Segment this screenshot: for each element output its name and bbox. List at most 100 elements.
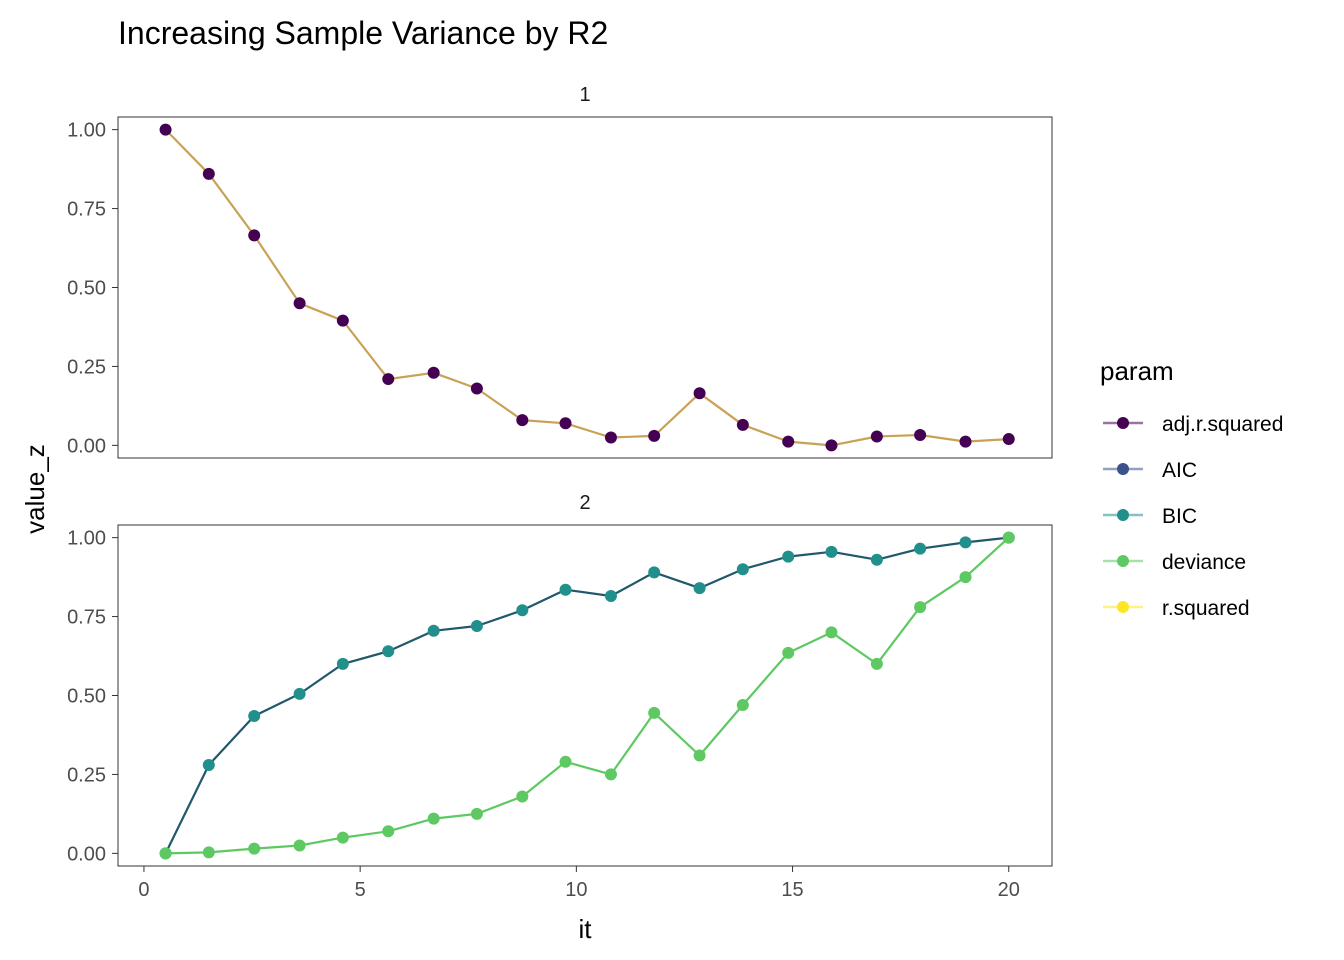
series-line <box>164 128 1009 447</box>
data-point <box>693 749 706 762</box>
data-point <box>293 297 306 310</box>
data-point <box>693 387 706 400</box>
legend-label: r.squared <box>1162 597 1250 620</box>
legend-item-deviance: deviance <box>1103 551 1246 574</box>
data-point <box>736 698 749 711</box>
data-point <box>382 645 395 658</box>
x-tick-label: 0 <box>138 879 149 901</box>
data-point <box>382 373 395 386</box>
data-point <box>559 583 572 596</box>
x-tick-label: 15 <box>781 879 803 901</box>
data-point <box>202 167 215 180</box>
data-point <box>336 831 349 844</box>
data-point <box>648 566 661 579</box>
chart-title: Increasing Sample Variance by R2 <box>118 15 608 51</box>
facet-panels: 1 0.00 0.25 0.50 0.75 1.00 2 0.00 0.25 0.50 0.75 1.… <box>67 84 1053 867</box>
data-point <box>516 790 529 803</box>
legend-item-AIC: AIC <box>1103 459 1197 482</box>
data-point <box>914 542 927 555</box>
data-point <box>870 553 883 566</box>
data-point <box>293 839 306 852</box>
y-tick-label: 1.00 <box>67 120 106 142</box>
series-line <box>164 536 1009 854</box>
legend-label: adj.r.squared <box>1162 413 1283 436</box>
y-axis-title: value_z <box>20 444 50 534</box>
data-point <box>470 620 483 633</box>
data-point <box>782 435 795 448</box>
x-tick-label: 10 <box>565 879 587 901</box>
x-axis-title: it <box>579 914 593 944</box>
data-point <box>914 601 927 614</box>
data-point <box>870 430 883 443</box>
data-point <box>248 229 261 242</box>
data-point <box>693 582 706 595</box>
strip-label: 2 <box>579 492 590 514</box>
legend-label: AIC <box>1162 459 1197 482</box>
data-point <box>516 604 529 617</box>
y-tick-label: 0.00 <box>67 435 106 457</box>
panel-2: 2 0.00 0.25 0.50 0.75 1.00 <box>67 492 1053 867</box>
legend-key-point <box>1117 601 1129 613</box>
legend: param adj.r.squared AIC BIC deviance r.squar… <box>1100 356 1283 620</box>
data-point <box>336 657 349 670</box>
data-point <box>559 417 572 430</box>
data-point <box>825 626 838 639</box>
data-point <box>648 706 661 719</box>
data-point <box>336 314 349 327</box>
data-point <box>782 550 795 563</box>
data-point <box>559 755 572 768</box>
data-point <box>427 624 440 637</box>
data-point <box>1002 531 1015 544</box>
series-deviance <box>159 531 1015 860</box>
legend-key-point <box>1117 417 1129 429</box>
data-point <box>959 571 972 584</box>
series-line <box>165 536 1010 855</box>
data-point <box>604 768 617 781</box>
data-point <box>470 807 483 820</box>
legend-title: param <box>1100 356 1174 386</box>
data-point <box>159 123 172 136</box>
data-point <box>202 758 215 771</box>
y-tick-label: 1.00 <box>67 528 106 550</box>
data-point <box>959 435 972 448</box>
y-tick-label: 0.75 <box>67 607 106 629</box>
y-tick-label: 0.00 <box>67 843 106 865</box>
panel-1: 1 0.00 0.25 0.50 0.75 1.00 <box>67 84 1053 459</box>
data-point <box>604 590 617 603</box>
data-point <box>604 431 617 444</box>
data-point <box>248 842 261 855</box>
data-point <box>914 428 927 441</box>
data-point <box>736 418 749 431</box>
data-point <box>825 439 838 452</box>
legend-item-r.squared: r.squared <box>1103 597 1250 620</box>
strip-label: 1 <box>579 84 590 106</box>
data-point <box>248 710 261 723</box>
data-point <box>825 545 838 558</box>
y-tick-label: 0.50 <box>67 278 106 300</box>
data-point <box>427 366 440 379</box>
y-tick-label: 0.50 <box>67 686 106 708</box>
series-adj.r.squared <box>159 123 1015 452</box>
data-point <box>293 687 306 700</box>
data-point <box>736 563 749 576</box>
x-tick-label: 20 <box>998 879 1020 901</box>
panel-border <box>117 116 1053 459</box>
y-tick-label: 0.25 <box>67 764 106 786</box>
x-tick-label: 5 <box>355 879 366 901</box>
data-point <box>959 536 972 549</box>
legend-item-BIC: BIC <box>1103 505 1197 528</box>
data-point <box>202 846 215 859</box>
data-point <box>470 382 483 395</box>
data-point <box>427 812 440 825</box>
legend-label: BIC <box>1162 505 1197 528</box>
legend-key-point <box>1117 555 1129 567</box>
legend-item-adj.r.squared: adj.r.squared <box>1103 413 1283 436</box>
data-point <box>870 657 883 670</box>
data-point <box>648 429 661 442</box>
data-point <box>1002 433 1015 446</box>
y-tick-label: 0.75 <box>67 199 106 221</box>
legend-key-point <box>1117 463 1129 475</box>
x-axis: 0 5 10 15 20 <box>138 866 1020 901</box>
series-BIC <box>159 531 1015 860</box>
